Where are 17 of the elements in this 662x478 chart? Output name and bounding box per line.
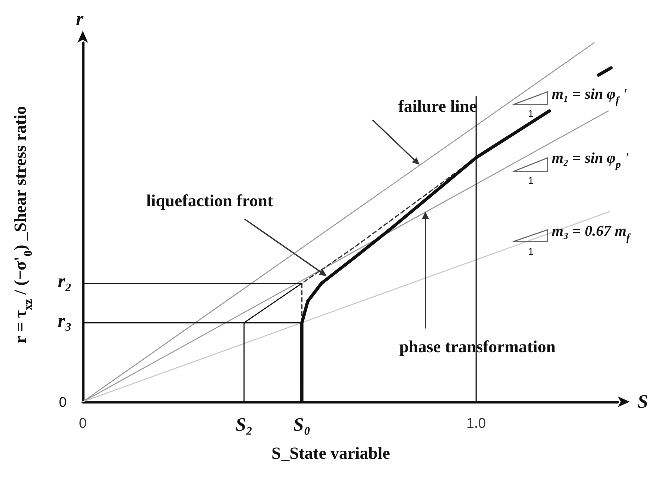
x-tick-label: 1.0 — [466, 415, 486, 431]
x-axis-title: S_State variable — [272, 444, 391, 463]
x-tick-label: S₂ — [236, 415, 253, 436]
x-tick-label: 0 — [79, 415, 88, 431]
text: 0 — [59, 394, 68, 410]
annotation: r₂ — [58, 272, 72, 293]
annotation: m₃ = 0.67 m$_{f}$ — [552, 224, 632, 244]
annotation: liquefaction front — [146, 191, 274, 210]
x-tick-label: S₀ — [294, 415, 311, 436]
annotation: 1 — [528, 176, 534, 187]
annotation: m₁ = sin φ$_{f}$ ' — [552, 87, 628, 107]
annotation: r₃ — [58, 311, 72, 332]
text: r — [76, 9, 84, 30]
annotation: m₂ = sin φ$_{p}$ ' — [552, 151, 629, 171]
annotation: 1 — [528, 108, 534, 120]
text: S — [638, 392, 648, 414]
annotation: 1 — [528, 246, 534, 258]
